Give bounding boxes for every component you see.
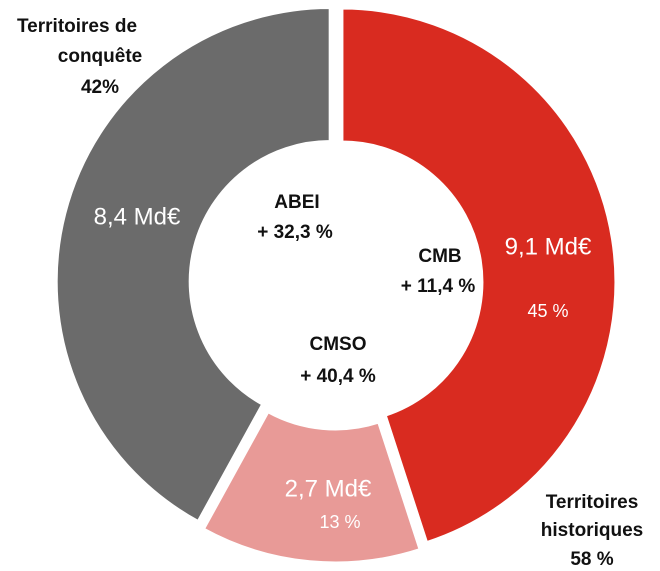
amount-label: 8,4 Md€	[94, 203, 181, 230]
group-value: 58 %	[570, 549, 613, 570]
growth-label: + 11,4 %	[401, 276, 476, 297]
growth-label: + 32,3 %	[257, 222, 333, 243]
donut-segment	[54, 6, 332, 524]
donut-segment	[201, 409, 422, 565]
group-value: 42%	[81, 77, 119, 98]
category-label: ABEI	[274, 192, 319, 213]
value-label: 45 %	[527, 301, 568, 321]
value-label: 13 %	[319, 512, 360, 532]
group-label: conquête	[58, 46, 142, 67]
group-label: Territoires de	[17, 16, 137, 37]
amount-label: 9,1 Md€	[505, 233, 592, 260]
category-label: CMB	[418, 246, 461, 267]
donut-hole	[200, 151, 472, 423]
group-label: Territoires	[546, 492, 639, 513]
growth-label: + 40,4 %	[300, 366, 376, 387]
group-label: historiques	[541, 520, 643, 541]
category-label: CMSO	[310, 334, 367, 355]
donut-segment	[340, 6, 618, 545]
amount-label: 2,7 Md€	[285, 475, 372, 502]
